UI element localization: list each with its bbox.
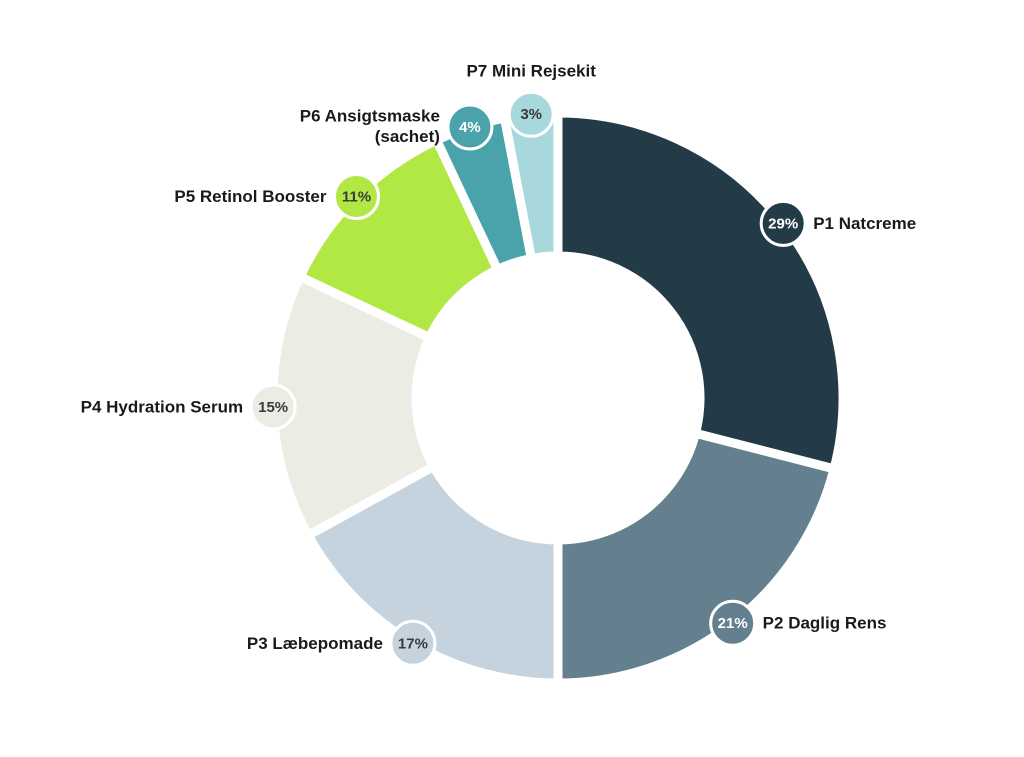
slice xyxy=(302,460,563,688)
slice xyxy=(294,134,504,344)
slice xyxy=(268,270,440,542)
percent-label: 11% xyxy=(342,188,371,205)
slice xyxy=(553,427,840,688)
category-label: P2 Daglig Rens xyxy=(763,614,887,633)
percent-badge xyxy=(389,619,437,667)
category-label: P3 Læbepomade xyxy=(247,634,383,653)
category-label: P5 Retinol Booster xyxy=(174,187,326,206)
slice xyxy=(553,108,848,475)
percent-label: 17% xyxy=(398,635,428,652)
percent-label: 21% xyxy=(718,615,748,632)
category-label: P6 Ansigtsmaske (sachet) xyxy=(300,107,440,146)
percent-badge xyxy=(759,199,807,247)
percent-badge xyxy=(709,599,757,647)
percent-badge xyxy=(249,383,297,431)
category-label: P4 Hydration Serum xyxy=(81,397,244,416)
category-label: P7 Mini Rejsekit xyxy=(466,62,596,81)
percent-label: 4% xyxy=(459,119,481,136)
percent-label: 15% xyxy=(258,399,288,416)
percent-badge xyxy=(332,172,380,220)
percent-badge xyxy=(507,90,555,138)
percent-badge xyxy=(446,103,494,151)
percent-label: 3% xyxy=(520,106,542,123)
category-label: P1 Natcreme xyxy=(813,214,916,233)
percent-label: 29% xyxy=(768,215,798,232)
